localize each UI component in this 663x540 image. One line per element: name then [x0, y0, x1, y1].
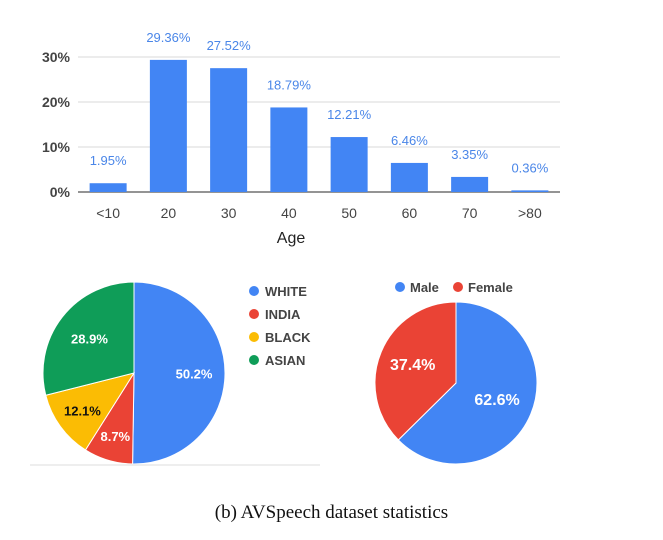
legend-marker	[249, 309, 259, 319]
legend-label: Male	[410, 280, 439, 295]
y-tick-label: 0%	[50, 184, 71, 200]
slice-label: 8.7%	[100, 429, 130, 444]
y-tick-label: 10%	[42, 139, 71, 155]
pie-slice	[132, 281, 226, 465]
bar-data-label: 27.52%	[207, 38, 252, 53]
bar-series	[89, 59, 549, 192]
ethnicity-pie-chart: 50.2% 8.7% 12.1% 28.9% WHITE INDIA BLACK ASIAN	[42, 281, 311, 465]
legend-marker	[249, 332, 259, 342]
legend-marker	[249, 355, 259, 365]
bar-data-label: 0.36%	[511, 160, 548, 175]
bar-x-tick-labels: <10 20 30 40 50 60 70 >80	[96, 205, 542, 221]
legend-marker	[395, 282, 405, 292]
gender-pie-chart: 62.6% 37.4% Male Female	[374, 280, 538, 465]
x-tick-label: 30	[221, 205, 237, 221]
bar-data-label: 12.21%	[327, 107, 372, 122]
legend-label: BLACK	[265, 330, 311, 345]
slice-label: 37.4%	[390, 357, 435, 374]
gender-slice-labels: 62.6% 37.4%	[390, 357, 520, 409]
bar	[149, 59, 187, 192]
bar	[89, 183, 127, 192]
legend-label: ASIAN	[265, 353, 305, 368]
x-tick-label: <10	[96, 205, 120, 221]
bar-data-label: 29.36%	[146, 30, 191, 45]
figure-caption: (b) AVSpeech dataset statistics	[214, 502, 449, 523]
pie-slice	[397, 301, 538, 465]
bar	[451, 176, 489, 192]
slice-label: 62.6%	[474, 392, 519, 409]
x-tick-label: 60	[402, 205, 418, 221]
bar	[330, 137, 368, 192]
pie-slice	[374, 301, 457, 441]
x-tick-label: >80	[518, 205, 542, 221]
pie-slice	[45, 372, 136, 451]
bar	[390, 162, 428, 192]
pie-slice	[42, 281, 135, 396]
legend-marker	[453, 282, 463, 292]
legend-label: Female	[468, 280, 513, 295]
ethnicity-legend: WHITE INDIA BLACK ASIAN	[249, 284, 311, 368]
ethnicity-slices	[42, 281, 226, 465]
bar	[511, 190, 549, 192]
x-tick-label: 50	[341, 205, 357, 221]
x-tick-label: 70	[462, 205, 478, 221]
bar-data-labels: 1.95% 29.36% 27.52% 18.79% 12.21% 6.46% 3.35% 0…	[90, 30, 549, 176]
bar-data-label: 6.46%	[391, 133, 428, 148]
bar-data-label: 3.35%	[451, 147, 488, 162]
slice-label: 50.2%	[176, 366, 213, 381]
x-tick-label: 20	[161, 205, 177, 221]
bar	[210, 68, 248, 192]
x-tick-label: 40	[281, 205, 297, 221]
bar	[270, 107, 308, 192]
bar-y-tick-labels: 0% 10% 20% 30%	[42, 49, 71, 200]
bar-data-label: 1.95%	[90, 153, 127, 168]
y-tick-label: 20%	[42, 94, 71, 110]
bar-x-axis-title: Age	[277, 230, 306, 247]
age-bar-chart: 0% 10% 20% 30% 1.95% 29.36% 27.52% 18.79% 12.21…	[42, 30, 560, 247]
slice-label: 28.9%	[71, 331, 108, 346]
legend-label: WHITE	[265, 284, 307, 299]
y-tick-label: 30%	[42, 49, 71, 65]
legend-marker	[249, 286, 259, 296]
slice-label: 12.1%	[64, 403, 101, 418]
bar-data-label: 18.79%	[267, 77, 312, 92]
ethnicity-slice-labels: 50.2% 8.7% 12.1% 28.9%	[64, 331, 213, 443]
gender-slices	[374, 301, 538, 465]
gender-legend: Male Female	[395, 280, 513, 295]
legend-label: INDIA	[265, 307, 301, 322]
